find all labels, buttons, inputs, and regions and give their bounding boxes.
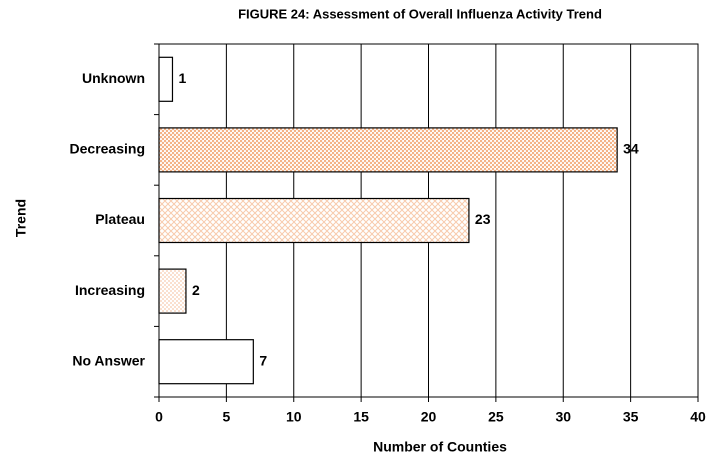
x-tick-label: 40 [690,409,706,425]
x-tick-label: 10 [286,409,302,425]
y-tick-label: Decreasing [70,141,145,157]
y-tick-label: Unknown [82,70,145,86]
bar [158,197,470,244]
x-tick-label: 15 [353,409,369,425]
value-label: 23 [475,211,491,227]
bar [158,339,254,385]
y-tick-label: Increasing [75,282,145,298]
x-tick-label: 35 [623,409,639,425]
value-label: 2 [192,282,200,298]
x-tick-label: 25 [488,409,504,425]
x-tick-label: 0 [155,409,163,425]
value-label: 1 [178,70,186,86]
bar [158,56,174,102]
value-label: 7 [259,352,267,368]
y-tick-label: No Answer [72,352,145,368]
bar [158,127,618,173]
value-label: 34 [623,141,639,157]
chart-title: FIGURE 24: Assessment of Overall Influen… [238,6,602,21]
y-tick-label: Plateau [95,211,145,227]
bar [158,268,187,314]
x-tick-label: 5 [222,409,230,425]
x-tick-label: 30 [555,409,571,425]
x-axis-label: Number of Counties [373,439,507,455]
y-axis-label: Trend [13,199,29,237]
x-tick-label: 20 [421,409,437,425]
